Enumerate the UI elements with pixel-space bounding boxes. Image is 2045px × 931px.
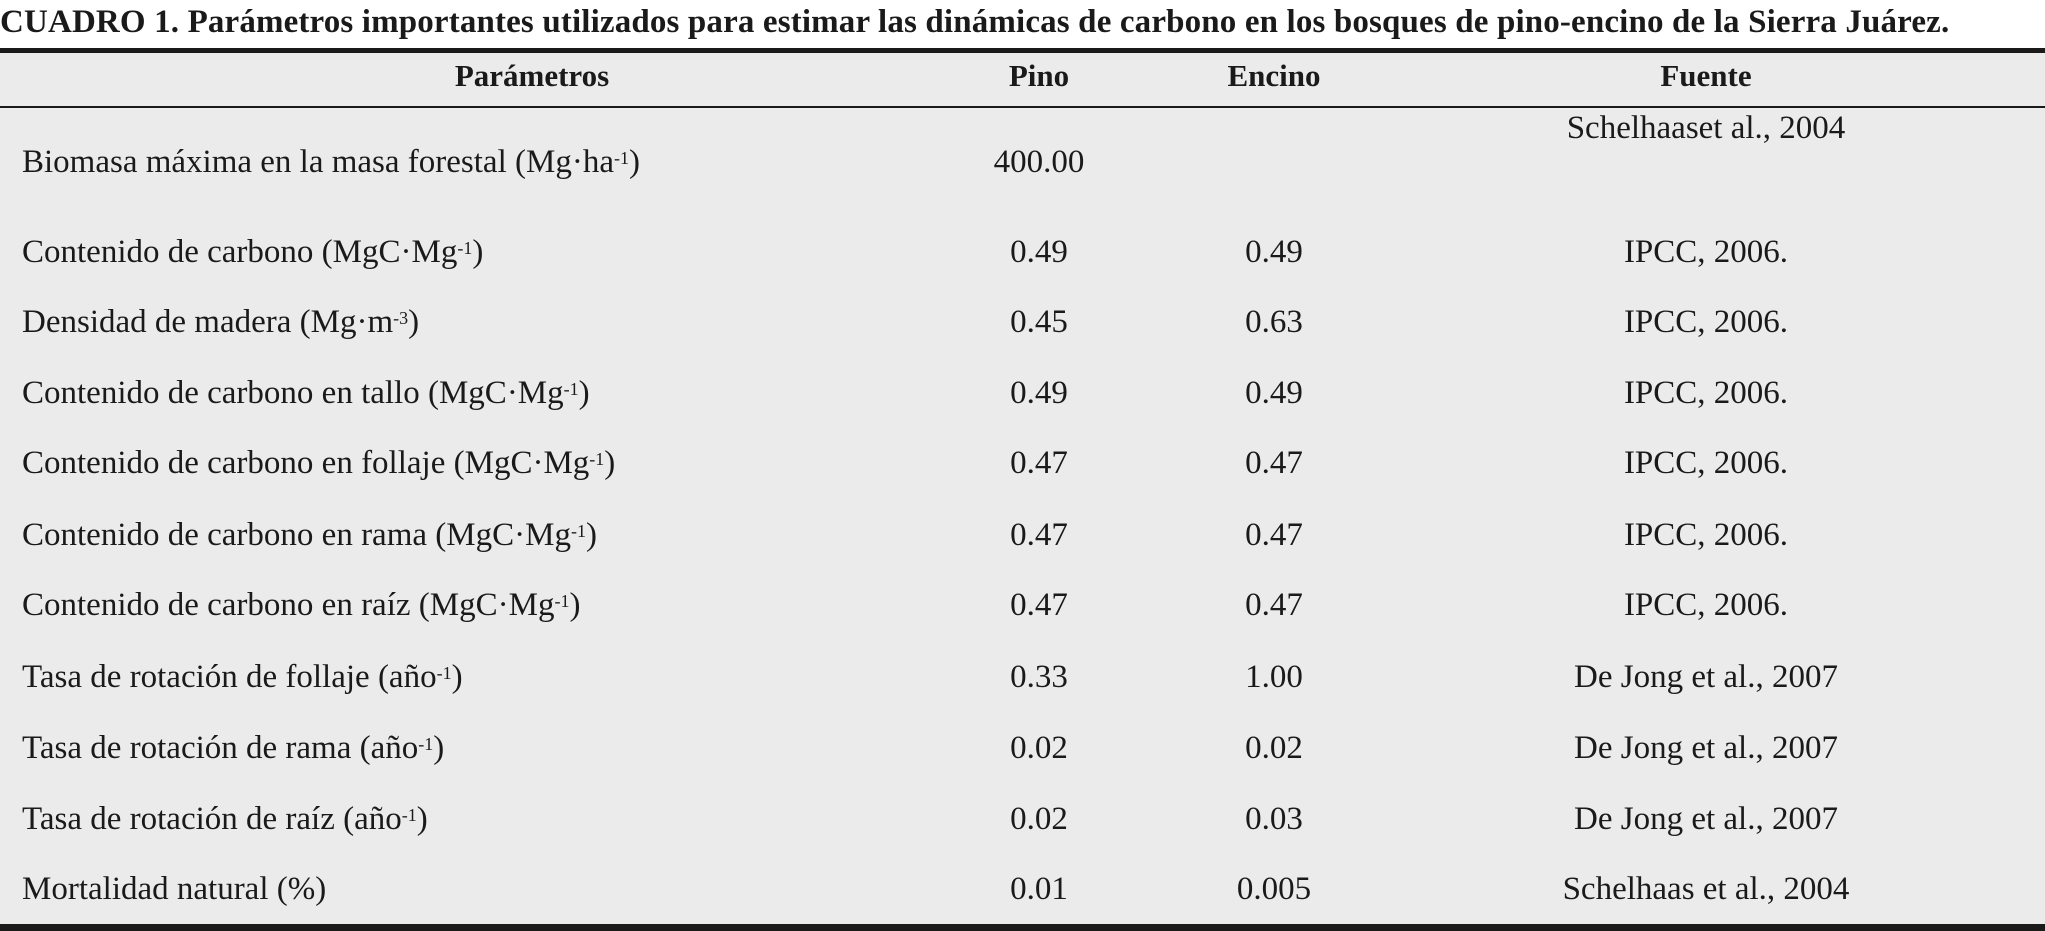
unit-exponent: -1 (418, 734, 434, 754)
parameters-table: Parámetros Pino Encino Fuente Biomasa má… (0, 48, 2045, 931)
row-encino-value: 0.47 (1245, 445, 1303, 481)
parameter-text: Contenido de carbono en raíz (MgC·Mg (22, 587, 555, 623)
row-parameter-label: Tasa de rotación de raíz (año-1) (22, 799, 428, 839)
row-encino-value: 0.49 (1245, 234, 1303, 270)
unit-exponent: -1 (570, 521, 586, 541)
row-encino-value: 1.00 (1245, 659, 1303, 695)
parameter-text-tail: ) (628, 144, 640, 180)
unit-exponent: -1 (457, 238, 473, 258)
unit-exponent: -1 (613, 148, 629, 168)
row-fuente-value: De Jong et al., 2007 (1574, 659, 1838, 695)
row-parameter-label: Tasa de rotación de rama (año-1) (22, 728, 444, 768)
parameter-text: Tasa de rotación de follaje (año (22, 659, 437, 695)
row-pino-value: 0.49 (1010, 234, 1068, 270)
parameter-text: Contenido de carbono en follaje (MgC·Mg (22, 445, 590, 481)
parameter-text: Densidad de madera (Mg·m (22, 304, 394, 340)
row-fuente-value: IPCC, 2006. (1623, 517, 1789, 553)
bottom-rule (0, 924, 2045, 931)
row-pino-value: 0.47 (1010, 517, 1068, 553)
parameter-text-tail: ) (578, 375, 590, 411)
row-encino-value: 0.47 (1245, 517, 1303, 553)
parameter-text-tail: ) (569, 587, 581, 623)
parameter-text: Contenido de carbono (MgC·Mg (22, 234, 458, 270)
row-parameter-label: Densidad de madera (Mg·m-3) (22, 302, 419, 342)
row-fuente-value: IPCC, 2006. (1623, 304, 1789, 340)
parameter-text: Contenido de carbono en rama (MgC·Mg (22, 517, 571, 553)
row-pino-value: 0.45 (1010, 304, 1068, 340)
row-pino-value: 0.47 (1010, 445, 1068, 481)
header-fuente: Fuente (1660, 58, 1752, 93)
unit-exponent: -1 (589, 449, 605, 469)
row-parameter-label: Mortalidad natural (%) (22, 869, 326, 909)
row-fuente-value: Schelhaas et al., 2004 (1562, 871, 1850, 907)
parameter-text: Biomasa máxima en la masa forestal (Mg·h… (22, 144, 614, 180)
header-encino: Encino (1227, 58, 1321, 93)
row-pino-value: 0.01 (1010, 871, 1068, 907)
row-parameter-label: Contenido de carbono en raíz (MgC·Mg-1) (22, 585, 580, 625)
row-pino-value: 0.02 (1010, 801, 1068, 837)
parameter-text: Mortalidad natural (%) (22, 871, 327, 907)
parameter-text-tail: ) (433, 730, 445, 766)
row-encino-value: 0.63 (1245, 304, 1303, 340)
top-rule (0, 48, 2045, 53)
unit-exponent: -1 (401, 805, 417, 825)
unit-exponent: -1 (563, 379, 579, 399)
row-encino-value: 0.47 (1245, 587, 1303, 623)
header-parametros: Parámetros (454, 58, 610, 93)
unit-exponent: -1 (436, 663, 452, 683)
row-parameter-label: Tasa de rotación de follaje (año-1) (22, 657, 463, 697)
row-parameter-label: Contenido de carbono en rama (MgC·Mg-1) (22, 515, 597, 555)
parameter-text-tail: ) (585, 517, 597, 553)
row-fuente-value: De Jong et al., 2007 (1574, 801, 1838, 837)
row-fuente-value: IPCC, 2006. (1623, 234, 1789, 270)
row-parameter-label: Contenido de carbono (MgC·Mg-1) (22, 232, 483, 272)
unit-exponent: -1 (554, 591, 570, 611)
row-pino-value: 0.33 (1010, 659, 1068, 695)
parameter-text: Contenido de carbono en tallo (MgC·Mg (22, 375, 564, 411)
row-encino-value: 0.02 (1245, 730, 1303, 766)
parameter-text-tail: ) (451, 659, 463, 695)
header-pino: Pino (1008, 58, 1070, 93)
header-rule (0, 106, 2045, 108)
row-encino-value: 0.49 (1245, 375, 1303, 411)
parameter-text-tail: ) (408, 304, 420, 340)
row-fuente-value: De Jong et al., 2007 (1574, 730, 1838, 766)
row-fuente-value: IPCC, 2006. (1623, 375, 1789, 411)
parameter-text: Tasa de rotación de rama (año (22, 730, 419, 766)
parameter-text-tail: ) (416, 801, 428, 837)
parameter-text: Tasa de rotación de raíz (año (22, 801, 402, 837)
row-encino-value: 0.005 (1236, 871, 1312, 907)
row-pino-value: 0.49 (1010, 375, 1068, 411)
row-fuente-value: IPCC, 2006. (1623, 587, 1789, 623)
unit-exponent: -3 (393, 308, 409, 328)
row-parameter-label: Contenido de carbono en tallo (MgC·Mg-1) (22, 373, 590, 413)
row-parameter-label: Biomasa máxima en la masa forestal (Mg·h… (22, 142, 640, 182)
row-pino-value: 400.00 (993, 144, 1085, 180)
table-caption: CUADRO 1. Parámetros importantes utiliza… (0, 4, 1950, 40)
row-fuente-value: Schelhaaset al., 2004 (1566, 110, 1846, 146)
row-encino-value: 0.03 (1245, 801, 1303, 837)
row-pino-value: 0.02 (1010, 730, 1068, 766)
row-pino-value: 0.47 (1010, 587, 1068, 623)
parameter-text-tail: ) (604, 445, 616, 481)
parameter-text-tail: ) (472, 234, 484, 270)
row-fuente-value: IPCC, 2006. (1623, 445, 1789, 481)
row-parameter-label: Contenido de carbono en follaje (MgC·Mg-… (22, 443, 615, 483)
